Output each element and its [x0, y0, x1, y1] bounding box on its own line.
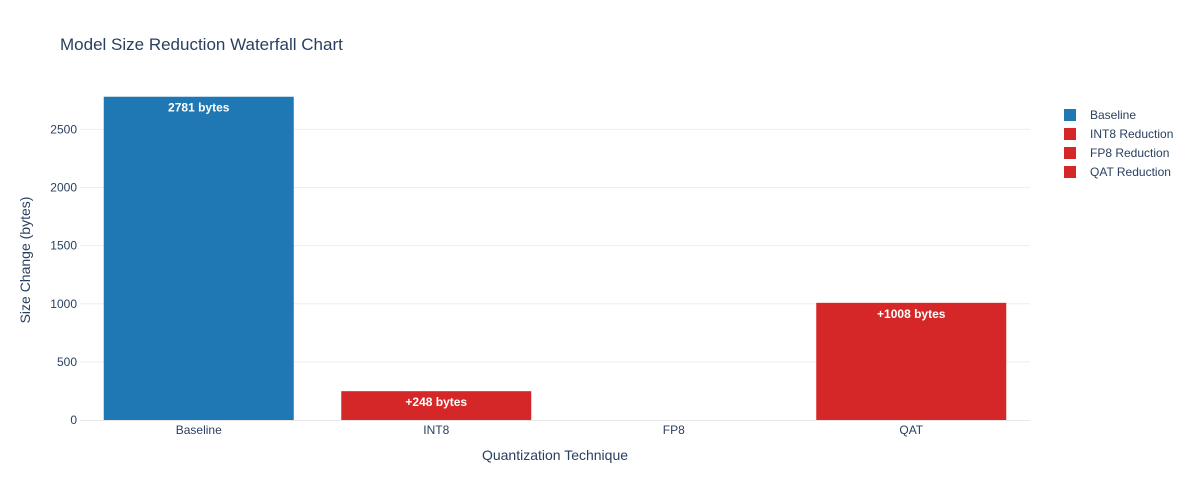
legend-label: QAT Reduction: [1090, 165, 1171, 179]
y-tick-label: 1500: [50, 239, 77, 253]
x-tick-label: FP8: [663, 423, 685, 437]
bar-labels: 2781 bytes +248 bytes +1008 bytes: [168, 101, 946, 409]
legend-swatch: [1064, 109, 1076, 121]
legend-label: Baseline: [1090, 108, 1136, 122]
legend-label: FP8 Reduction: [1090, 146, 1169, 160]
bar-baseline[interactable]: [103, 96, 294, 420]
bar-value-label: +248 bytes: [405, 395, 467, 409]
legend[interactable]: Baseline INT8 Reduction FP8 Reduction QAT R…: [1064, 108, 1173, 179]
y-tick-label: 2500: [50, 122, 77, 136]
bar-value-label: 2781 bytes: [168, 101, 230, 115]
y-tick-label: 2000: [50, 181, 77, 195]
legend-swatch: [1064, 147, 1076, 159]
x-tick-label: INT8: [423, 423, 449, 437]
bars: [103, 96, 1007, 420]
bar-int8[interactable]: [341, 391, 532, 420]
y-tick-label: 1000: [50, 297, 77, 311]
chart-title: Model Size Reduction Waterfall Chart: [60, 35, 343, 54]
legend-label: INT8 Reduction: [1090, 127, 1173, 141]
y-axis-title: Size Change (bytes): [17, 197, 33, 324]
legend-swatch: [1064, 166, 1076, 178]
legend-swatch: [1064, 128, 1076, 140]
bar-value-label: +1008 bytes: [877, 307, 946, 321]
legend-item[interactable]: INT8 Reduction: [1064, 127, 1173, 141]
bar-qat[interactable]: [816, 302, 1007, 420]
y-tick-label: 0: [70, 413, 77, 427]
legend-item[interactable]: QAT Reduction: [1064, 165, 1171, 179]
legend-item[interactable]: FP8 Reduction: [1064, 146, 1169, 160]
x-tick-label: QAT: [899, 423, 923, 437]
x-axis-ticks: Baseline INT8 FP8 QAT: [176, 423, 924, 437]
legend-item[interactable]: Baseline: [1064, 108, 1136, 122]
y-tick-label: 500: [57, 355, 77, 369]
y-axis-ticks: 0 500 1000 1500 2000 2500: [50, 122, 77, 427]
x-tick-label: Baseline: [176, 423, 222, 437]
x-axis-title: Quantization Technique: [482, 447, 628, 463]
